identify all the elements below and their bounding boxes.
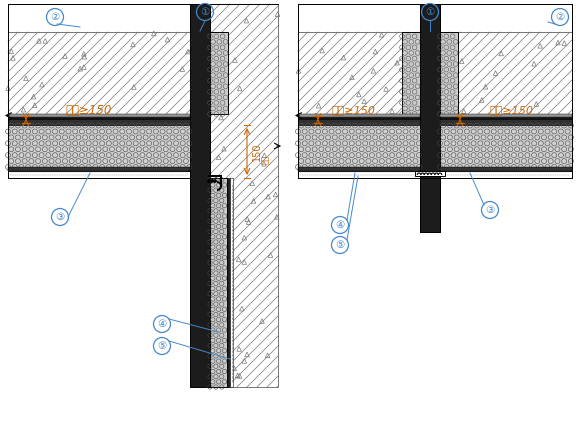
Bar xyxy=(440,114,572,117)
Bar xyxy=(8,32,190,114)
Text: ④: ④ xyxy=(157,319,166,329)
Bar xyxy=(190,4,210,32)
Bar xyxy=(8,114,190,117)
Text: ⑤: ⑤ xyxy=(157,341,166,351)
Bar xyxy=(440,4,572,32)
Bar xyxy=(298,167,420,171)
Bar xyxy=(298,125,420,167)
Bar xyxy=(8,125,190,167)
Text: 翻包: 翻包 xyxy=(260,155,270,164)
Bar xyxy=(8,167,190,171)
Bar xyxy=(420,4,440,32)
Bar xyxy=(420,178,440,232)
Bar xyxy=(440,171,572,178)
Bar xyxy=(298,114,420,117)
Bar xyxy=(190,4,210,387)
Text: ②: ② xyxy=(50,12,60,22)
Bar xyxy=(440,117,572,125)
Circle shape xyxy=(208,180,210,182)
Bar xyxy=(8,171,190,178)
Text: 150: 150 xyxy=(252,142,262,161)
Bar xyxy=(440,125,572,167)
Bar xyxy=(210,178,227,387)
Bar xyxy=(210,4,278,387)
Bar xyxy=(415,171,445,176)
Bar xyxy=(298,171,420,178)
Circle shape xyxy=(211,180,213,182)
Text: 翻包≥150: 翻包≥150 xyxy=(489,105,533,115)
Bar xyxy=(298,4,420,32)
Bar xyxy=(298,117,420,125)
Bar xyxy=(298,32,420,114)
Bar xyxy=(230,178,233,387)
Bar xyxy=(402,32,420,114)
Bar xyxy=(8,117,190,125)
Bar xyxy=(440,32,458,114)
Bar xyxy=(210,4,278,32)
Text: ②: ② xyxy=(555,12,564,22)
Text: ⑤: ⑤ xyxy=(335,240,344,250)
Text: ①: ① xyxy=(425,7,435,17)
Bar xyxy=(420,4,440,232)
Bar xyxy=(227,178,230,387)
Text: 翻包≥150: 翻包≥150 xyxy=(66,104,112,117)
Text: 翻包≥150: 翻包≥150 xyxy=(332,105,376,115)
Text: ④: ④ xyxy=(335,220,344,230)
Text: ③: ③ xyxy=(55,212,65,222)
Bar xyxy=(210,32,228,114)
Text: ①: ① xyxy=(200,7,210,17)
Circle shape xyxy=(214,180,216,182)
Bar xyxy=(8,4,190,32)
Bar xyxy=(440,167,572,171)
Bar xyxy=(440,32,572,114)
Text: ③: ③ xyxy=(486,205,495,215)
